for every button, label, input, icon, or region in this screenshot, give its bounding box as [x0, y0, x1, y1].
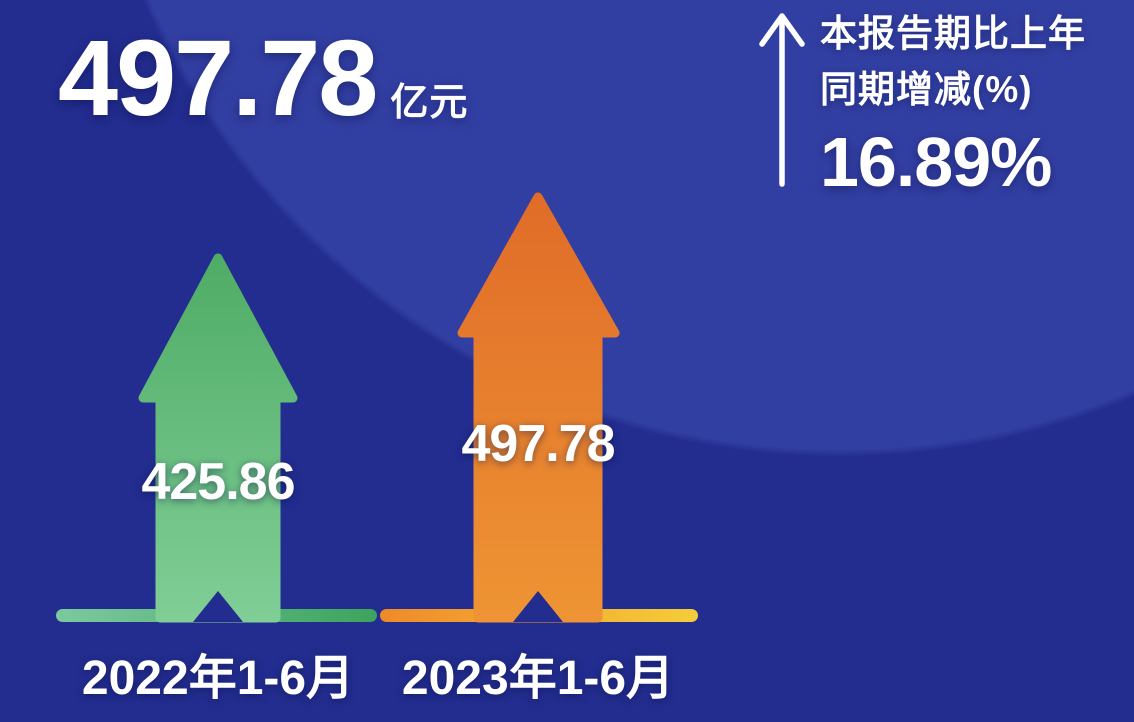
- bar-value-2023: 497.78: [461, 415, 615, 473]
- up-arrow-icon: [759, 13, 805, 187]
- headline-unit: 亿元: [390, 82, 469, 124]
- headline-value: 497.78: [58, 17, 378, 138]
- notch-2022: [193, 591, 243, 622]
- change-annotation: 本报告期比上年 同期增减(%) 16.89%: [820, 6, 1086, 202]
- change-label-line1: 本报告期比上年: [820, 13, 1086, 54]
- change-value: 16.89%: [820, 123, 1052, 201]
- x-label-2023: 2023年1-6月: [401, 652, 675, 705]
- change-label-line2: 同期增减(%): [820, 69, 1033, 110]
- x-label-2022: 2022年1-6月: [81, 652, 355, 705]
- bar-value-2022: 425.86: [141, 453, 295, 511]
- headline: 497.78 亿元: [58, 24, 468, 132]
- notch-2023: [513, 591, 563, 622]
- arrow-bar-2023: [457, 192, 620, 623]
- arrow-bar-2022: [138, 253, 298, 623]
